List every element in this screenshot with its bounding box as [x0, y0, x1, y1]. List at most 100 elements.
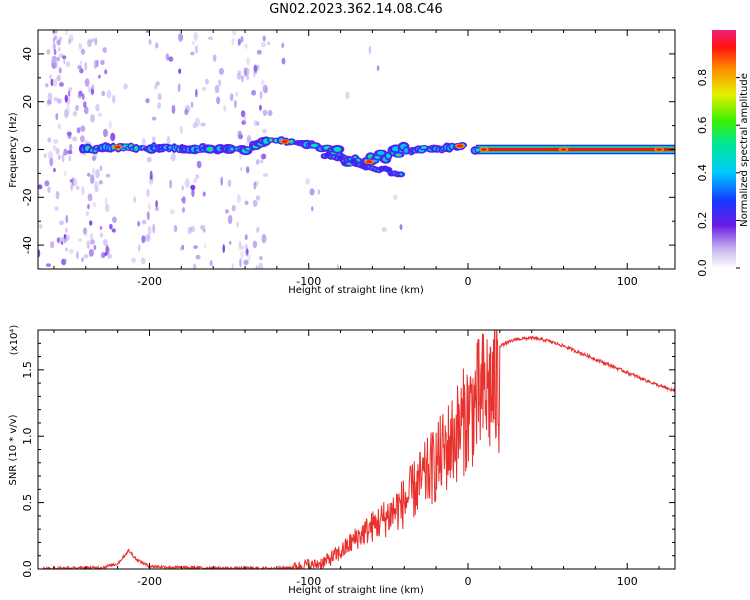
spectrogram-noise-mark	[191, 187, 195, 198]
spectrogram-noise-mark	[152, 136, 156, 142]
spectrogram-noise-mark	[146, 211, 150, 221]
spectrogram-noise-mark	[187, 226, 192, 235]
spectrogram-noise-mark	[195, 254, 201, 260]
spectrogram-noise-mark	[107, 253, 112, 259]
spectrogram-noise-mark	[48, 74, 53, 80]
spectrogram-y-tick-label: 0	[21, 146, 34, 153]
spectrogram-noise-mark	[311, 206, 314, 212]
spectrogram-noise-mark	[184, 109, 189, 116]
spectrogram-noise-mark	[195, 117, 200, 127]
spectrogram-noise-mark	[54, 206, 59, 211]
snr-x-tick-label: 0	[464, 575, 471, 588]
spectrogram-noise-mark	[232, 30, 237, 36]
spectrogram-noise-mark	[155, 200, 158, 208]
spectrogram-noise-mark	[177, 83, 181, 93]
spectrogram-noise-mark	[38, 249, 41, 258]
spectrogram-noise-mark	[104, 69, 108, 75]
spectrogram-noise-mark	[220, 176, 223, 186]
spectrogram-noise-mark	[181, 185, 184, 191]
spectrogram-noise-mark	[245, 166, 250, 174]
spectrogram-noise-mark	[81, 257, 84, 262]
spectrogram-noise-mark	[80, 48, 86, 55]
spectrogram-noise-mark	[157, 93, 162, 101]
spectrogram-noise-mark	[260, 42, 266, 48]
spectrogram-noise-mark	[201, 86, 207, 91]
colorbar-tick-label: 0.4	[696, 164, 709, 182]
spectrogram-noise-mark	[281, 57, 286, 65]
spectrogram-noise-mark	[243, 67, 248, 77]
spectrogram-noise-mark	[141, 137, 146, 146]
spectrogram-noise-mark	[253, 64, 258, 72]
spectrogram-noise-mark	[76, 185, 80, 190]
spectrogram-noise-mark	[154, 206, 159, 211]
spectrogram-noise-mark	[84, 78, 90, 87]
spectrogram-noise-mark	[108, 120, 112, 130]
spectrogram-noise-mark	[104, 251, 108, 256]
spectrogram-noise-mark	[240, 245, 245, 250]
spectrogram-ridge-mark	[404, 148, 409, 153]
spectrogram-noise-mark	[252, 240, 258, 249]
spectrogram-noise-mark	[63, 235, 67, 244]
colorbar-tick-label: 0.6	[696, 116, 709, 134]
spectrogram-noise-mark	[181, 244, 185, 250]
spectrogram-noise-mark	[56, 56, 61, 62]
spectrogram-noise-mark	[64, 30, 69, 36]
spectrogram-noise-mark	[239, 167, 243, 171]
spectrogram-noise-mark	[209, 260, 213, 267]
spectrogram-peak-mark	[366, 160, 373, 164]
spectrogram-tonal-band-core	[475, 147, 675, 152]
spectrogram-noise-mark	[102, 128, 108, 138]
spectrogram-noise-mark	[255, 228, 260, 233]
spectrogram-noise-mark	[141, 235, 146, 244]
spectrogram-noise-mark	[243, 259, 249, 266]
spectrogram-noise-mark	[336, 264, 340, 269]
spectrogram-noise-mark	[246, 75, 250, 80]
spectrogram-noise-mark	[231, 204, 236, 212]
spectrogram-noise-mark	[59, 220, 65, 226]
spectrogram-ridge-mark	[399, 173, 403, 176]
spectrogram-noise-mark	[72, 177, 78, 187]
spectrogram-noise-mark	[59, 82, 64, 87]
spectrogram-noise-mark	[246, 134, 252, 144]
spectrogram-y-ticks: -40 -20 0 20 40	[21, 29, 675, 270]
spectrogram-noise-mark	[262, 109, 268, 116]
spectrogram-noise-mark	[47, 186, 51, 193]
spectrogram-noise-mark	[237, 70, 242, 75]
snr-y-tick-label: 0.5	[21, 494, 34, 512]
spectrogram-noise-mark	[61, 258, 67, 266]
snr-line-marks	[38, 330, 675, 569]
spectrogram-noise-mark	[171, 104, 176, 114]
spectrogram-noise-mark	[200, 122, 206, 127]
spectrogram-noise-mark	[68, 38, 71, 45]
spectrogram-noise-mark	[79, 68, 84, 74]
spectrogram-noise-mark	[231, 262, 235, 269]
spectrogram-noise-mark	[224, 209, 230, 214]
colorbar-tick-label: 0.2	[696, 212, 709, 230]
spectrogram-noise-mark	[154, 42, 159, 49]
spectrogram-noise-mark	[244, 43, 248, 49]
spectrogram-noise-mark	[309, 188, 315, 196]
spectrogram-noise-mark	[214, 84, 220, 94]
spectrogram-noise-mark	[229, 93, 234, 102]
colorbar-ticks: 0.0 0.2 0.4 0.6 0.8	[696, 69, 740, 277]
snr-x-tick-label: -100	[296, 575, 321, 588]
spectrogram-noise-mark	[88, 85, 91, 94]
spectrogram-x-tick-label: 0	[464, 275, 471, 288]
spectrogram-noise-mark	[145, 234, 151, 242]
spectrogram-noise-mark	[259, 159, 264, 164]
spectrogram-noise-mark	[105, 246, 110, 255]
spectrogram-noise-mark	[255, 195, 261, 201]
spectrogram-noise-mark	[67, 149, 73, 155]
spectrogram-noise-mark	[49, 157, 54, 167]
spectrogram-noise-mark	[246, 248, 249, 255]
spectrogram-noise-mark	[262, 173, 268, 178]
spectrogram-noise-mark	[131, 257, 136, 264]
spectrogram-ridge-mark	[476, 148, 479, 152]
spectrogram-noise-mark	[368, 45, 372, 55]
spectrogram-noise-mark	[65, 214, 69, 224]
colorbar-tick-label: 0.8	[696, 69, 709, 87]
spectrogram-noise-mark	[58, 53, 64, 58]
spectrogram-noise-mark	[165, 53, 170, 61]
spectrogram-noise-mark	[184, 178, 190, 188]
spectrogram-noise-mark	[192, 263, 197, 269]
